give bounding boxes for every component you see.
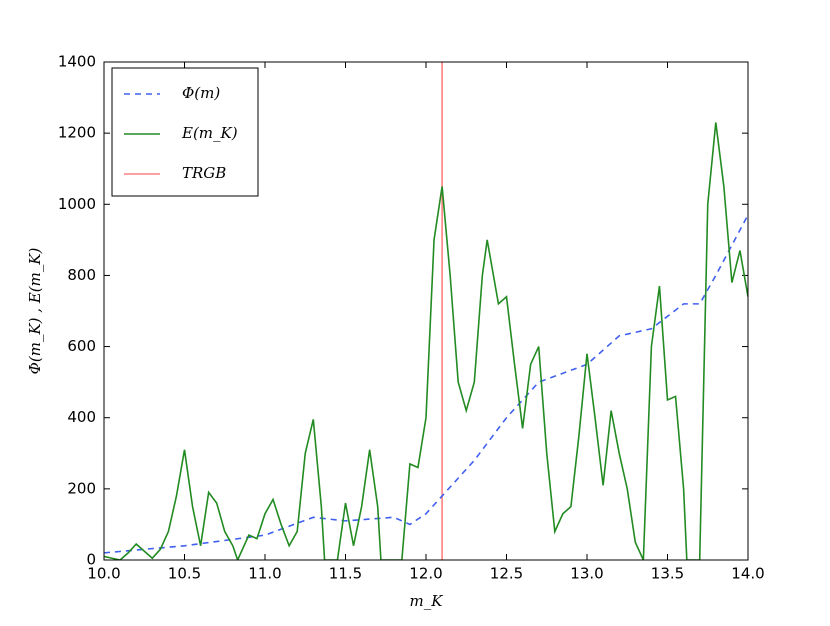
data-line bbox=[104, 214, 748, 554]
x-axis-label: m_K bbox=[410, 592, 444, 610]
x-tick-label: 14.0 bbox=[731, 565, 764, 583]
x-tick-label: 11.5 bbox=[329, 565, 362, 583]
x-tick-label: 12.0 bbox=[409, 565, 442, 583]
y-tick-label: 1400 bbox=[58, 53, 96, 71]
y-tick-label: 800 bbox=[67, 266, 96, 284]
x-tick-label: 13.5 bbox=[651, 565, 684, 583]
x-tick-label: 12.5 bbox=[490, 565, 523, 583]
y-tick-label: 0 bbox=[86, 551, 96, 569]
x-tick-label: 10.5 bbox=[168, 565, 201, 583]
legend-label: E(m_K) bbox=[181, 124, 238, 142]
legend-label: TRGB bbox=[182, 164, 226, 182]
y-tick-label: 1200 bbox=[58, 124, 96, 142]
y-tick-label: 400 bbox=[67, 408, 96, 426]
x-tick-label: 11.0 bbox=[248, 565, 281, 583]
plot-frame bbox=[103, 61, 749, 561]
y-tick-label: 200 bbox=[67, 479, 96, 497]
y-axis-label: Φ(m_K) , E(m_K) bbox=[26, 247, 44, 374]
data-line bbox=[104, 122, 748, 560]
y-tick-label: 600 bbox=[67, 337, 96, 355]
y-tick-label: 1000 bbox=[58, 195, 96, 213]
legend-label: Φ(m) bbox=[182, 84, 220, 102]
x-tick-label: 10.0 bbox=[87, 565, 120, 583]
x-tick-label: 13.0 bbox=[570, 565, 603, 583]
